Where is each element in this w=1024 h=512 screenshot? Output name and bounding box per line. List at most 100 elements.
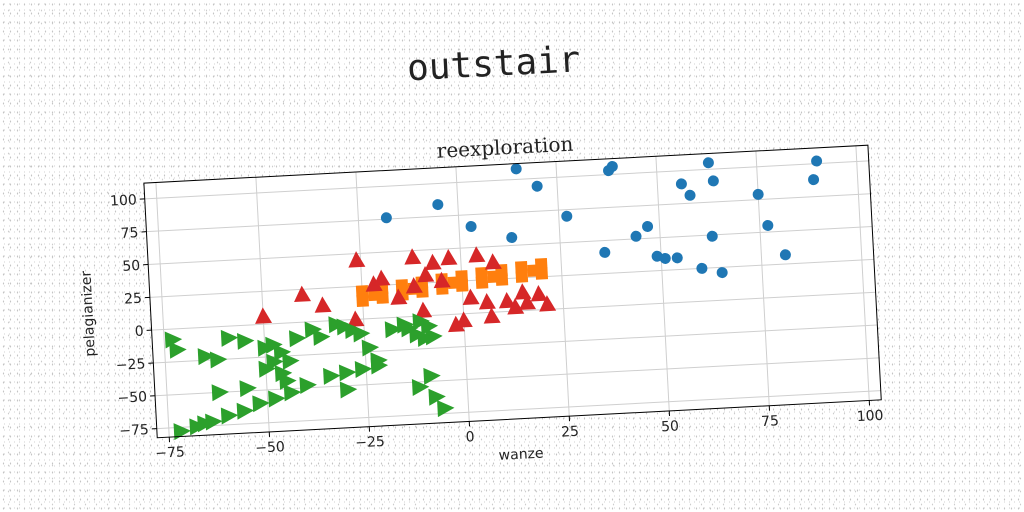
plot-background bbox=[143, 145, 882, 438]
green-point bbox=[268, 390, 286, 408]
orange-point bbox=[447, 276, 461, 290]
orange-point bbox=[487, 270, 501, 283]
green-point bbox=[354, 360, 373, 378]
x-tick-label: −75 bbox=[155, 444, 185, 462]
data-points bbox=[164, 155, 823, 441]
x-tick-label: −25 bbox=[355, 434, 385, 452]
y-gridline bbox=[156, 390, 881, 430]
red-point bbox=[468, 246, 486, 263]
blue-point bbox=[811, 155, 823, 167]
green-point bbox=[370, 357, 389, 375]
x-tick-label: 50 bbox=[661, 418, 680, 435]
x-tick-label: −50 bbox=[255, 439, 285, 457]
green-point bbox=[209, 351, 228, 369]
y-tick-label: 100 bbox=[110, 192, 138, 209]
green-point bbox=[352, 325, 371, 343]
y-gridline bbox=[148, 226, 873, 266]
blue-point bbox=[684, 189, 696, 201]
green-point bbox=[205, 413, 223, 431]
red-point bbox=[417, 265, 435, 283]
red-point bbox=[539, 295, 557, 312]
y-gridline bbox=[155, 357, 880, 397]
green-point bbox=[169, 341, 187, 359]
blue-point bbox=[659, 252, 671, 264]
green-point bbox=[252, 395, 270, 413]
green-point bbox=[274, 365, 293, 383]
green-point bbox=[411, 379, 430, 397]
plot-frame bbox=[143, 144, 882, 439]
green-point bbox=[423, 367, 441, 385]
green-point bbox=[425, 328, 443, 346]
axis-ticks: −75 −50 −25 0 25 50 75 100 −75 −50 −25 0 25 50 75 100 bbox=[110, 192, 884, 462]
green-point bbox=[339, 381, 358, 399]
green-point bbox=[420, 318, 439, 336]
green-point bbox=[283, 384, 302, 402]
blue-point bbox=[706, 230, 718, 242]
green-point bbox=[417, 330, 435, 348]
orange-point bbox=[515, 270, 529, 283]
blue-point bbox=[752, 188, 764, 200]
green-point bbox=[273, 344, 292, 362]
x-tick-label: 100 bbox=[856, 408, 884, 425]
green-point bbox=[338, 364, 357, 382]
blue-point bbox=[506, 232, 518, 244]
green-point bbox=[236, 332, 255, 350]
orange-point bbox=[475, 276, 489, 289]
green-point bbox=[197, 415, 215, 433]
y-tick-label: −25 bbox=[115, 356, 145, 374]
blue-point bbox=[702, 157, 714, 169]
y-axis-label: pelagianizer bbox=[78, 270, 98, 357]
green-point bbox=[239, 380, 257, 398]
red-point bbox=[483, 307, 501, 324]
orange-point bbox=[527, 264, 540, 277]
red-point bbox=[448, 315, 466, 333]
green-point bbox=[266, 353, 284, 371]
red-point bbox=[294, 285, 312, 303]
series-red bbox=[255, 246, 557, 333]
blue-point bbox=[707, 175, 719, 187]
y-tick-label: −75 bbox=[119, 422, 149, 440]
y-gridline bbox=[144, 160, 869, 200]
green-point bbox=[437, 400, 455, 418]
green-point bbox=[220, 407, 239, 425]
green-point bbox=[288, 330, 307, 348]
blue-point bbox=[671, 252, 683, 264]
chart-title: reexploration bbox=[436, 132, 574, 163]
red-point bbox=[347, 310, 365, 327]
green-point bbox=[173, 423, 191, 441]
green-point bbox=[164, 331, 183, 349]
green-point bbox=[384, 321, 403, 339]
y-tick-label: 25 bbox=[124, 291, 143, 308]
blue-point bbox=[696, 262, 708, 274]
y-gridline bbox=[153, 324, 878, 364]
green-point bbox=[312, 328, 331, 346]
x-tick-label: 0 bbox=[465, 429, 475, 445]
red-point bbox=[498, 291, 516, 309]
red-point bbox=[365, 275, 383, 292]
x-tick-label: 75 bbox=[761, 413, 780, 430]
blue-point bbox=[606, 160, 618, 172]
blue-point bbox=[808, 174, 820, 186]
series-green bbox=[164, 313, 455, 441]
red-point bbox=[314, 296, 332, 313]
red-point bbox=[348, 251, 366, 268]
red-point bbox=[405, 277, 423, 294]
blue-point bbox=[599, 246, 611, 258]
blue-point bbox=[630, 230, 642, 242]
red-point bbox=[462, 288, 480, 306]
red-point bbox=[507, 298, 525, 315]
blue-point bbox=[716, 267, 728, 279]
red-point bbox=[424, 253, 442, 271]
blue-point bbox=[510, 163, 522, 175]
green-point bbox=[361, 339, 380, 357]
red-point bbox=[390, 288, 408, 305]
blue-point bbox=[531, 180, 543, 192]
blue-point bbox=[779, 249, 791, 261]
green-point bbox=[428, 388, 446, 406]
x-axis-label: wanze bbox=[498, 446, 544, 464]
red-point bbox=[415, 301, 433, 319]
orange-point bbox=[368, 288, 381, 302]
y-gridline bbox=[149, 258, 874, 298]
y-tick-label: −50 bbox=[117, 389, 147, 407]
